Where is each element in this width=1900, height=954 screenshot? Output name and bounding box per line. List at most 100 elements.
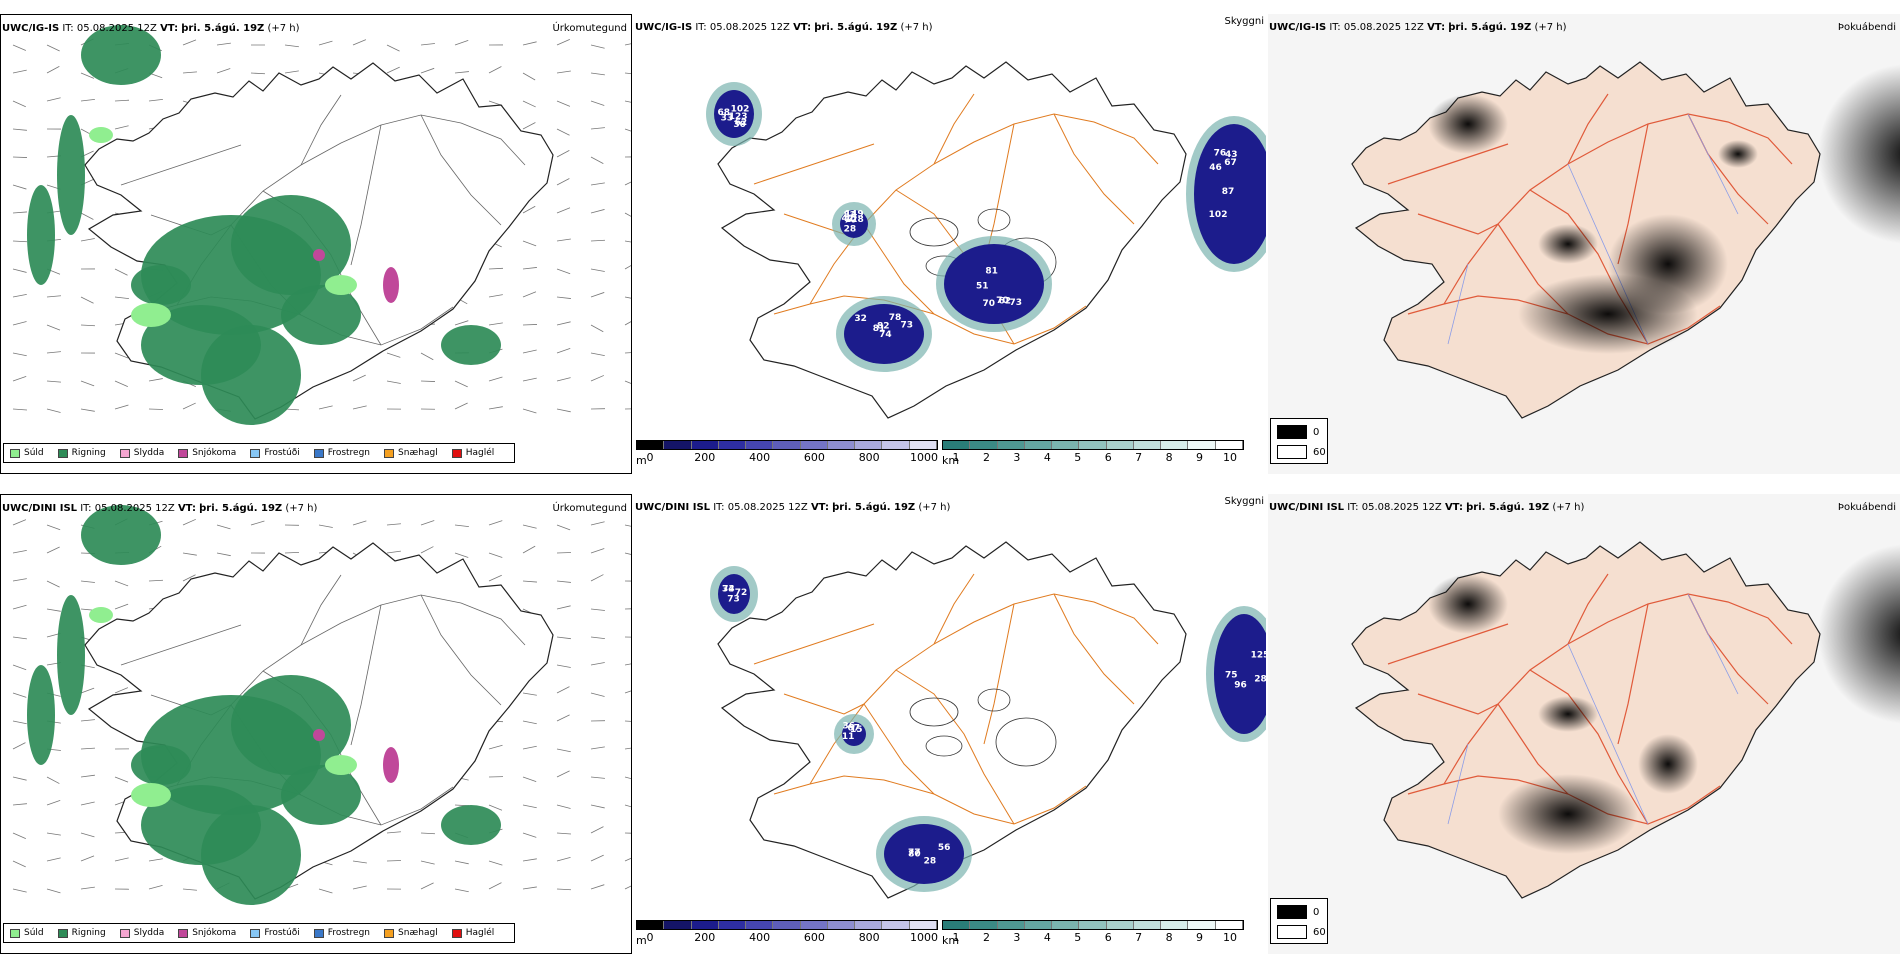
wind-barb (557, 297, 571, 299)
wind-barb (421, 381, 435, 382)
wind-barb (523, 805, 537, 808)
snow-area (313, 249, 325, 261)
cloud-base-label: 32 (854, 314, 867, 324)
wind-barb (557, 348, 570, 353)
wind-barb (47, 66, 59, 73)
visibility_scale-tick: 2 (983, 931, 990, 944)
wind-barb (81, 297, 94, 303)
legend-label: Haglél (466, 448, 495, 458)
wind-barb (149, 580, 163, 581)
wind-barb (81, 325, 95, 326)
wind-barb (455, 72, 469, 73)
init-time: 05.08.2025 12Z (77, 23, 157, 34)
visibility_scale-tick: 5 (1074, 931, 1081, 944)
wind-barb (591, 637, 605, 639)
wind-barb (47, 45, 60, 51)
legend-label: Snæhagl (398, 448, 438, 458)
rain-area (57, 115, 85, 235)
model-name: UWC/DINI ISL (635, 502, 710, 513)
cloud_base_scale-unit: m (636, 934, 647, 947)
valid-label: VT: (811, 502, 829, 513)
cloud_base_scale-tick: 600 (804, 931, 825, 944)
cloud_base_scale-tick: 600 (804, 451, 825, 464)
legend-label: Frostúði (264, 928, 299, 938)
wind-barb (557, 889, 571, 890)
wind-barb (591, 45, 605, 48)
wind-barb (625, 688, 632, 693)
wind-barb (591, 609, 605, 611)
wind-barb (557, 269, 570, 274)
visibility_scale-colorbar-swatch (1216, 441, 1243, 449)
cloud_base_scale-colorbar-swatch (882, 441, 909, 449)
wind-barb (489, 67, 501, 73)
wind-barb (557, 378, 571, 381)
wind-barb (149, 859, 163, 861)
wind-barb (13, 353, 27, 356)
rain-area (281, 285, 361, 345)
wind-barb (47, 352, 61, 353)
wind-barb (387, 832, 401, 833)
visibility_scale-colorbar-swatch (943, 441, 970, 449)
visibility_scale-colorbar-swatch (1161, 441, 1188, 449)
valid-label: VT: (160, 23, 178, 34)
visibility_scale-colorbar-swatch (1052, 441, 1079, 449)
wind-barb (455, 553, 468, 558)
wind-barb (523, 777, 536, 782)
wind-barb (489, 407, 503, 409)
wind-barb (81, 581, 95, 582)
cloud_base_scale-colorbar-swatch (692, 921, 719, 929)
cloud_base_scale-colorbar-swatch (746, 921, 773, 929)
wind-barb (523, 292, 536, 297)
wind-barb (387, 381, 401, 384)
wind-barb (591, 575, 603, 581)
visibility_scale-colorbar-swatch (1079, 441, 1106, 449)
wind-barb (625, 318, 632, 325)
wind-barb (421, 43, 435, 45)
wind-barb (115, 297, 129, 299)
cloud_base_scale-colorbar-swatch (692, 441, 719, 449)
visibility_scale-tick: 5 (1074, 451, 1081, 464)
wind-barb (387, 524, 401, 525)
cloud-base-label: 73 (1010, 298, 1023, 308)
wind-barb (489, 377, 502, 381)
fog-legend-item: 60 (1277, 925, 1326, 939)
wind-barb (557, 101, 570, 106)
wind-barb (625, 297, 632, 300)
wind-barb (353, 521, 366, 525)
wind-barb (557, 833, 571, 834)
wind-barb (13, 409, 27, 410)
cloud_base_scale-colorbar-swatch (828, 441, 855, 449)
cloud_base_scale-colorbar-swatch (637, 441, 664, 449)
init-label: IT: (80, 503, 91, 514)
wind-barb (13, 637, 27, 639)
wind-barb (13, 157, 27, 158)
cloud_base_scale-colorbar-swatch (746, 441, 773, 449)
wind-barb (489, 883, 501, 889)
legend-swatch (250, 449, 260, 458)
legend-swatch (58, 929, 68, 938)
legend-label: Snjókoma (192, 448, 236, 458)
fog-indicator-area (1498, 774, 1638, 854)
visibility_scale-colorbar-swatch (1079, 921, 1106, 929)
drizzle-area (131, 783, 171, 807)
cloud-base-label: 70 (982, 299, 995, 309)
legend-item: Rigning (58, 928, 106, 938)
wind-barb (591, 693, 605, 696)
fog-legend-swatch (1277, 425, 1307, 439)
wind-barb (523, 581, 537, 582)
wind-barb (353, 40, 366, 45)
fog-map (1268, 494, 1900, 954)
cloud-base-label: 28 (924, 857, 937, 867)
visibility_scale-colorbar-swatch (998, 921, 1025, 929)
wind-barb (523, 525, 537, 528)
wind-barb (285, 45, 299, 47)
rain-area (57, 595, 85, 715)
lead-time: (+7 h) (900, 22, 932, 33)
wind-barb (115, 858, 129, 861)
visibility_scale-colorbar-swatch (1188, 921, 1215, 929)
wind-barb (523, 324, 537, 325)
legend-swatch (384, 929, 394, 938)
visibility_scale-colorbar-swatch (970, 441, 997, 449)
wind-barb (523, 42, 537, 45)
